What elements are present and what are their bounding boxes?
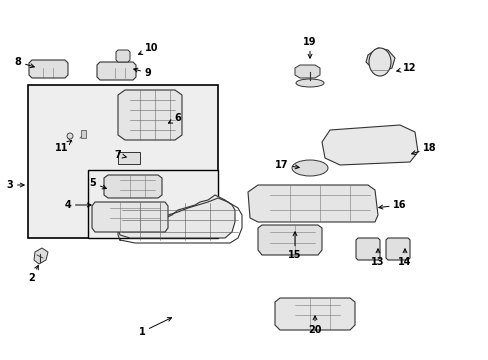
Polygon shape bbox=[118, 195, 235, 238]
Text: 18: 18 bbox=[411, 143, 436, 154]
Bar bbox=[118, 152, 140, 164]
Ellipse shape bbox=[291, 160, 327, 176]
Polygon shape bbox=[34, 248, 48, 264]
Polygon shape bbox=[29, 60, 68, 78]
Ellipse shape bbox=[295, 79, 324, 87]
Text: 1: 1 bbox=[138, 318, 171, 337]
Text: 17: 17 bbox=[275, 160, 299, 170]
Polygon shape bbox=[294, 65, 319, 78]
Text: 8: 8 bbox=[15, 57, 34, 68]
Text: 14: 14 bbox=[397, 249, 411, 267]
Text: 10: 10 bbox=[138, 43, 159, 54]
Polygon shape bbox=[116, 50, 130, 62]
Text: 7: 7 bbox=[114, 150, 126, 160]
Polygon shape bbox=[321, 125, 417, 165]
Polygon shape bbox=[118, 90, 182, 140]
Polygon shape bbox=[97, 62, 136, 80]
Polygon shape bbox=[385, 238, 409, 260]
Text: 6: 6 bbox=[168, 113, 181, 123]
Text: 15: 15 bbox=[287, 232, 301, 260]
Bar bbox=[81, 130, 86, 138]
Ellipse shape bbox=[67, 133, 73, 139]
Text: 2: 2 bbox=[29, 265, 38, 283]
Bar bbox=[88, 170, 218, 238]
Text: 4: 4 bbox=[64, 200, 91, 210]
Text: 16: 16 bbox=[378, 200, 406, 210]
Text: 20: 20 bbox=[307, 316, 321, 335]
Polygon shape bbox=[92, 202, 168, 232]
Text: 13: 13 bbox=[370, 249, 384, 267]
Ellipse shape bbox=[368, 48, 390, 76]
Polygon shape bbox=[247, 185, 377, 222]
Bar bbox=[28, 85, 218, 238]
Polygon shape bbox=[365, 48, 394, 72]
Text: 11: 11 bbox=[55, 140, 71, 153]
Text: 9: 9 bbox=[133, 68, 151, 78]
Text: 19: 19 bbox=[303, 37, 316, 58]
Polygon shape bbox=[355, 238, 379, 260]
Text: 5: 5 bbox=[89, 178, 106, 189]
Polygon shape bbox=[274, 298, 354, 330]
Text: 12: 12 bbox=[396, 63, 416, 73]
Polygon shape bbox=[104, 175, 162, 198]
Text: 3: 3 bbox=[7, 180, 24, 190]
Polygon shape bbox=[258, 225, 321, 255]
